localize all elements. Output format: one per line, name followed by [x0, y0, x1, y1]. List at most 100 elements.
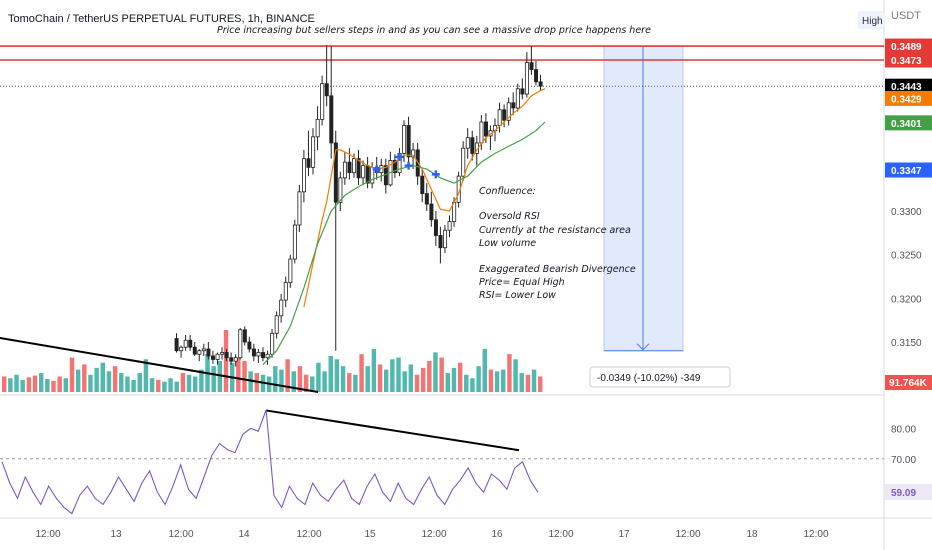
candle-body — [424, 193, 429, 205]
trendlines[interactable] — [0, 337, 520, 452]
candle-body — [470, 137, 475, 154]
candle-body — [324, 83, 329, 97]
candle-body — [288, 258, 293, 284]
divergence-heading: Exaggerated Bearish Divergence — [479, 264, 636, 275]
candle-body — [206, 348, 211, 357]
volume-bar — [340, 366, 346, 392]
candle-body — [342, 161, 347, 179]
volume-bar — [414, 374, 420, 392]
price-tick-label: 0.3250 — [891, 251, 922, 262]
volume-bar — [125, 376, 130, 392]
volume-bar — [390, 359, 395, 392]
time-tick-label: 12:00 — [35, 529, 60, 540]
confluence-line-1: Oversold RSI — [479, 211, 540, 222]
volume-bar — [353, 374, 358, 392]
candle-body — [210, 355, 215, 360]
volume-bar — [32, 375, 38, 392]
candle-body — [511, 102, 516, 109]
high-button-bg[interactable] — [858, 11, 884, 29]
rsi-line — [1, 409, 539, 515]
volume-bar — [420, 367, 426, 392]
volume-bar — [217, 361, 223, 392]
volume-bar — [513, 359, 518, 392]
candle-body — [520, 88, 525, 95]
cross-marker — [404, 161, 413, 170]
time-tick-label: 18 — [746, 529, 758, 540]
volume-bar — [408, 364, 414, 392]
volume-last-label: 91.764K — [889, 378, 928, 389]
candle-body — [461, 147, 466, 177]
cross-marker — [372, 165, 381, 174]
volume-bar — [131, 379, 136, 392]
price-trendline — [0, 337, 319, 393]
candle-body — [265, 353, 270, 359]
candle-body — [174, 338, 179, 352]
volume-bar — [100, 362, 106, 392]
candle-body — [297, 191, 302, 226]
candle-body — [497, 109, 502, 126]
candle-body — [538, 81, 543, 87]
volume-bar — [464, 374, 469, 392]
volume-bar — [106, 371, 112, 392]
high-button[interactable]: High — [862, 16, 883, 27]
volume-bar — [119, 373, 124, 392]
moving-averages — [262, 88, 546, 366]
candle-body — [365, 165, 370, 184]
candle-body — [347, 161, 352, 174]
cross-marker — [431, 170, 440, 179]
candle-body — [529, 62, 534, 71]
volume-bar — [297, 366, 303, 392]
volume-bar — [143, 359, 149, 392]
volume-bar — [162, 381, 167, 392]
candle-body — [483, 121, 488, 137]
time-tick-label: 12:00 — [803, 529, 828, 540]
candle-body — [279, 299, 284, 317]
ema-slow-line — [262, 121, 546, 366]
candle-body — [506, 102, 511, 121]
candle-body — [306, 158, 311, 168]
confluence-line-2: Currently at the resistance area — [479, 225, 631, 236]
candle-body — [311, 136, 316, 168]
volume-last-tag — [885, 375, 932, 390]
candle-body — [438, 235, 443, 249]
measure-tool[interactable] — [603, 45, 684, 352]
candle-body — [301, 158, 306, 193]
volume-bar — [14, 374, 19, 392]
cross-marker — [395, 152, 404, 161]
volume-bar — [402, 371, 407, 392]
candle-body — [179, 346, 184, 352]
top-annotation: Price increasing but sellers steps in an… — [217, 25, 651, 36]
candle-body — [420, 175, 425, 194]
time-tick-label: 12:00 — [675, 529, 700, 540]
time-tick-label: 14 — [238, 529, 250, 540]
candle-body — [443, 229, 448, 249]
volume-bar — [236, 357, 241, 392]
volume-bar — [427, 361, 432, 392]
volume-bar — [192, 376, 198, 392]
volume-bar — [112, 366, 118, 392]
candle-body — [224, 352, 229, 359]
volume-bar — [334, 359, 340, 392]
volume-bar — [186, 374, 192, 392]
volume-bar — [482, 348, 487, 392]
candle-body — [270, 332, 275, 355]
time-tick-label: 12:00 — [296, 529, 321, 540]
candle-body — [515, 88, 520, 109]
time-tick-label: 12:00 — [168, 529, 193, 540]
candle-body — [292, 224, 297, 260]
volume-bar — [38, 373, 44, 392]
price-axis[interactable]: 0.3300 0.3250 0.3200 0.3150 91.764K 0.3489 0.3… — [885, 38, 932, 500]
candle-body — [402, 125, 407, 154]
time-axis[interactable]: 12:00 13 12:00 14 12:00 15 12:00 16 12:00 17 12:00… — [35, 529, 828, 540]
time-tick-label: 16 — [491, 529, 503, 540]
rsi-tick-label: 80.00 — [891, 424, 916, 435]
volume-bar — [223, 330, 229, 392]
volume-bar — [439, 357, 444, 392]
candle-body — [406, 125, 411, 158]
candle-body — [251, 348, 256, 357]
volume-bar — [525, 374, 531, 392]
volume-bar — [488, 369, 494, 392]
price-tag-ema_slow: 0.3401 — [891, 119, 922, 130]
volume-bar — [494, 371, 500, 392]
